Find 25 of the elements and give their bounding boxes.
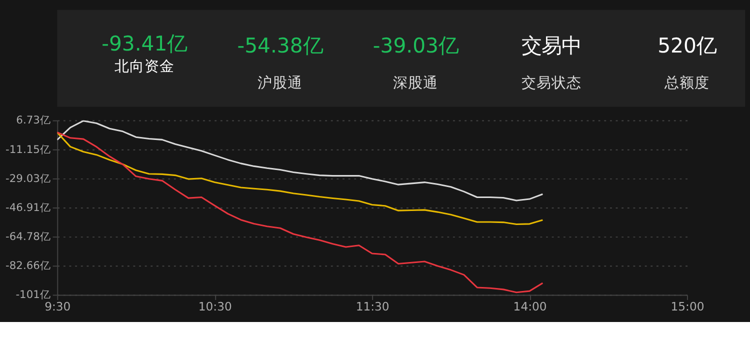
text: 沪股通 [258,74,303,92]
y-tick-label: -46.91亿 [6,200,51,214]
y-tick-label: -82.66亿 [6,259,51,272]
y-tick-label: -64.78亿 [6,230,51,243]
text: -54.38亿 [237,33,323,58]
line-series [57,120,544,202]
x-tick-label: 14:00 [513,300,547,314]
line-series [57,132,544,294]
text: 总额度 [664,74,710,92]
line-series [57,132,544,226]
x-tick-label: 10:30 [198,300,232,314]
y-tick-label: -101亿 [16,288,51,302]
text: 深股通 [393,74,438,92]
text: 交易状态 [521,74,582,92]
text: 520亿 [658,33,716,58]
x-tick-label: 15:00 [670,300,704,314]
y-tick-label: -29.03亿 [6,172,51,185]
x-tick-label: 9:30 [44,300,71,314]
x-tick-label: 11:30 [356,300,390,314]
y-tick-label: 6.73亿 [16,114,51,127]
text: -93.41亿 [102,32,188,56]
y-tick-label: -11.15亿 [6,142,51,156]
text: 交易中 [521,33,582,58]
text: 北向资金 [114,58,174,75]
text: -39.03亿 [372,33,458,58]
